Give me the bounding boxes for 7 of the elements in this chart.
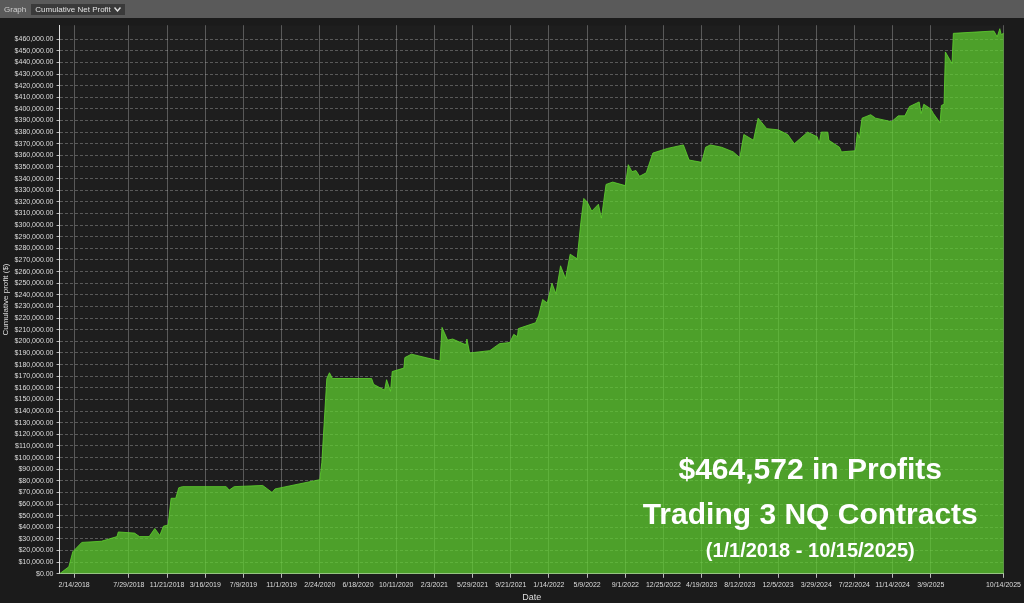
x-axis-title: Date bbox=[522, 592, 542, 603]
annotation: $464,572 in Profits bbox=[678, 451, 942, 485]
annotation: Trading 3 NQ Contracts bbox=[642, 496, 978, 530]
text: Cumulative Net Profit bbox=[35, 4, 111, 14]
text: Graph bbox=[4, 4, 27, 14]
y-axis-title: Cumulative profit ($) bbox=[1, 263, 10, 336]
annotation: (1/1/2018 - 10/15/2025) bbox=[705, 538, 915, 561]
